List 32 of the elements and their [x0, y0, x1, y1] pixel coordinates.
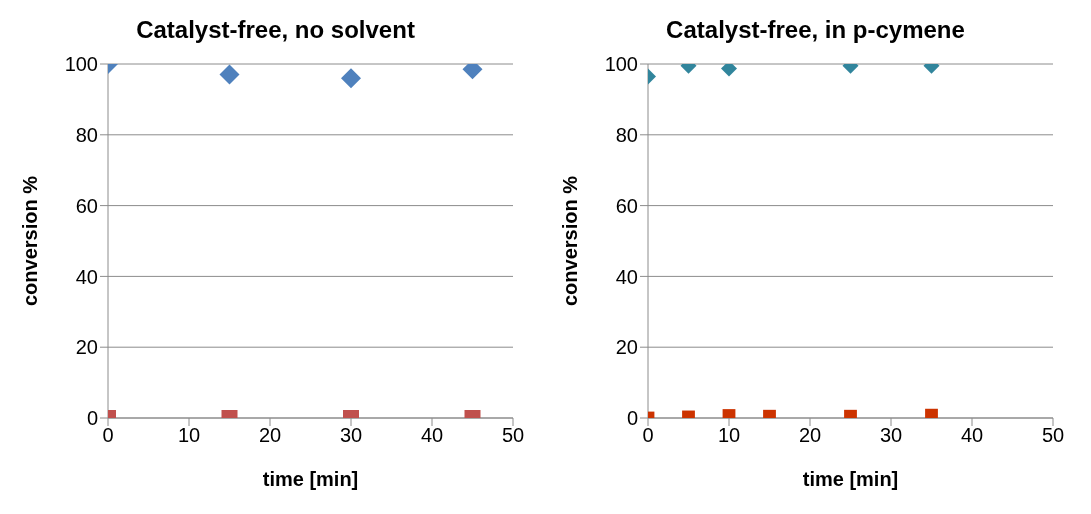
x-axis-title: time [min] — [802, 468, 899, 490]
y-axis-title: conversion % — [19, 175, 42, 307]
x-tick-label: 50 — [501, 424, 525, 447]
x-tick-label: 50 — [1041, 424, 1065, 447]
x-tick-label: 20 — [798, 424, 822, 447]
x-tick-label: 40 — [960, 424, 984, 447]
y-tick-label: 60 — [75, 194, 98, 217]
chart-title: Catalyst-free, in p-cymene — [665, 15, 966, 45]
y-tick-label: 20 — [615, 336, 638, 359]
x-tick-label: 0 — [102, 424, 114, 447]
y-tick-label: 100 — [604, 53, 638, 76]
y-tick-label: 0 — [86, 407, 98, 430]
x-tick-label: 0 — [642, 424, 654, 447]
y-tick-label: 40 — [615, 265, 638, 288]
y-tick-label: 20 — [75, 336, 98, 359]
x-tick-label: 10 — [177, 424, 201, 447]
y-tick-label: 100 — [64, 53, 98, 76]
y-axis-title: conversion % — [559, 175, 582, 307]
point — [219, 64, 240, 85]
y-tick-label: 60 — [615, 194, 638, 217]
chart-title: Catalyst-free, no solvent — [135, 15, 416, 45]
y-tick-label: 40 — [75, 265, 98, 288]
x-tick-label: 30 — [879, 424, 903, 447]
x-tick-label: 40 — [420, 424, 444, 447]
x-axis-title: time [min] — [262, 468, 359, 490]
y-tick-label: 80 — [75, 123, 98, 146]
x-tick-label: 20 — [258, 424, 282, 447]
y-tick-label: 0 — [626, 407, 638, 430]
y-tick-label: 80 — [615, 123, 638, 146]
x-tick-label: 10 — [717, 424, 741, 447]
point — [341, 68, 361, 89]
x-tick-label: 30 — [339, 424, 363, 447]
